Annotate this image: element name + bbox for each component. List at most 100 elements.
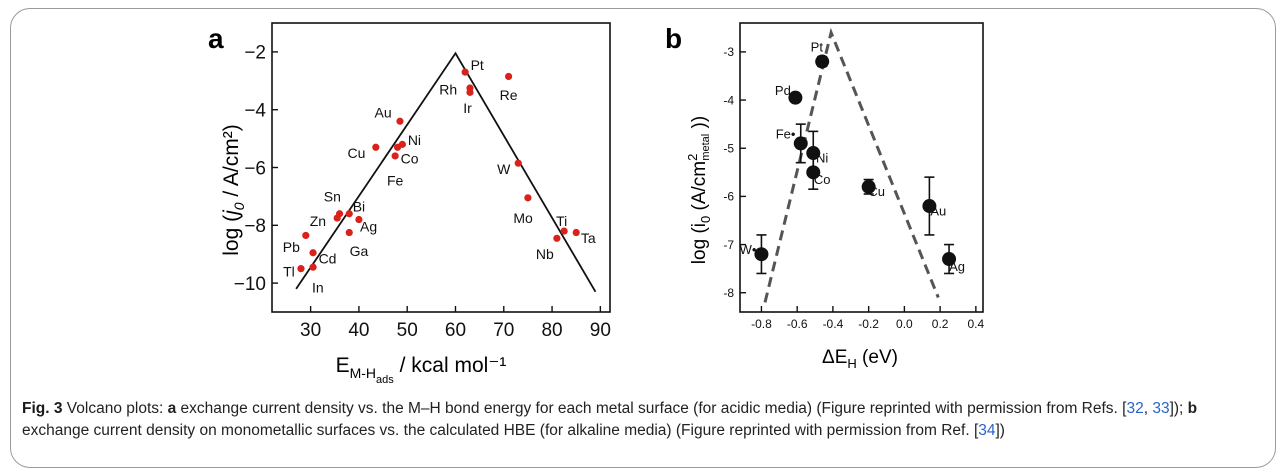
point-label: Au	[930, 203, 946, 218]
data-point	[922, 199, 937, 214]
data-point	[754, 247, 769, 262]
x-tick-label: -0.4	[823, 317, 844, 331]
point-label: Mo	[513, 210, 533, 226]
data-point	[309, 249, 317, 257]
panel-a-y-axis-label: log (j0 / A/cm²)	[220, 124, 247, 256]
caption-text-6: ])	[995, 422, 1005, 439]
caption-text-2: exchange current density vs. the M–H bon…	[176, 400, 1127, 417]
x-tick-label: 0.4	[968, 317, 985, 331]
point-label: Cd	[319, 250, 337, 266]
caption-panel-b-label: b	[1187, 400, 1198, 417]
point-label: Re	[500, 87, 518, 103]
x-tick-label: -0.6	[787, 317, 808, 331]
x-tick-label: 80	[541, 320, 562, 341]
volcano-trend-line	[763, 27, 940, 303]
data-point	[309, 263, 317, 271]
x-tick-label: -0.2	[858, 317, 879, 331]
caption-ref-link[interactable]: 34	[978, 422, 996, 439]
point-label: Pt	[471, 57, 484, 73]
point-label: Co	[401, 151, 419, 167]
data-point	[560, 227, 568, 235]
point-label: In	[312, 279, 324, 295]
point-label: Ga	[350, 243, 369, 259]
data-point	[333, 214, 341, 222]
data-point	[466, 88, 474, 96]
caption-ref-link[interactable]: 33	[1152, 400, 1170, 417]
data-point	[806, 165, 821, 180]
point-label: Cu	[348, 145, 366, 161]
point-label: Ag	[949, 259, 965, 274]
data-point	[461, 68, 469, 76]
data-point	[815, 54, 830, 69]
point-label: Sn	[324, 188, 341, 204]
x-tick-label: 60	[445, 320, 466, 341]
point-label: W	[497, 161, 511, 177]
panel-a-plot-area	[271, 22, 611, 313]
point-label: Bi	[353, 198, 365, 214]
data-point	[391, 152, 399, 160]
point-label: Au	[374, 104, 391, 120]
panel-b-axes: -0.8 -0.6 -0.4 -0.2 0.0 0.2 0.4 -3 -4 -5 -6 -7 -8	[723, 45, 984, 331]
y-tick-label: −2	[244, 43, 266, 64]
data-point	[345, 210, 353, 218]
panel-b-plot-area	[739, 22, 984, 313]
point-label: Nb	[536, 246, 554, 262]
figure-svg: a 30 40 50 60 70 80 90 −2 −4 −6 −8 −10 Pt Rh Ir Re Au Ni…	[208, 22, 985, 386]
point-label: Ag	[360, 219, 377, 235]
y-tick-label: -6	[723, 190, 734, 204]
point-label: W•	[740, 242, 757, 257]
y-tick-label: -7	[723, 238, 734, 252]
caption-figure-label: Fig. 3	[22, 400, 63, 417]
data-point	[942, 252, 957, 267]
x-tick-label: 70	[493, 320, 514, 341]
y-tick-label: −4	[244, 101, 266, 122]
caption-text-5: exchange current density on monometallic…	[22, 422, 979, 439]
data-point	[553, 234, 561, 242]
point-label: Fe•	[776, 126, 796, 141]
panel-b: b -0.8 -0.6 -0.4 -0.2 0.0 0.2 0.4-3-4-5-6-7-8 …	[665, 22, 985, 371]
panel-a: a 30 40 50 60 70 80 90 −2 −4 −6 −8 −10 Pt Rh Ir Re Au Ni…	[208, 22, 611, 386]
point-label: Pb	[283, 239, 300, 255]
x-tick-label: 0.2	[932, 317, 949, 331]
caption-text-3: ,	[1143, 400, 1153, 417]
y-tick-label: −6	[244, 158, 266, 179]
x-tick-label: 30	[300, 320, 321, 341]
panel-b-y-axis-label: log (i0 (A/cm2metal ))	[685, 116, 713, 264]
data-point	[355, 215, 363, 224]
panel-a-points: Pt Rh Ir Re Au Ni Co Cu Fe W Sn Bi Zn Ag Mo Ga Pb Cd Ti Ta N…	[283, 57, 596, 296]
x-tick-label: 90	[590, 320, 611, 341]
data-point	[861, 179, 876, 194]
data-point	[524, 194, 532, 202]
point-label: Cu	[868, 184, 885, 199]
panel-b-volcano-line	[763, 27, 940, 303]
caption-ref-link[interactable]: 32	[1126, 400, 1144, 417]
panel-a-axes: 30 40 50 60 70 80 90 −2 −4 −6 −8 −10	[234, 43, 611, 341]
data-point	[788, 90, 803, 105]
data-point	[793, 136, 808, 151]
data-point	[297, 265, 305, 273]
point-label: Ni	[408, 132, 421, 148]
point-label: Fe	[387, 172, 404, 188]
panel-a-x-axis-label: EM-Hads / kcal mol⁻¹	[336, 354, 507, 386]
point-label: Pt	[811, 40, 824, 55]
panel-b-x-axis-label: ΔEH (eV)	[822, 347, 898, 371]
data-point	[345, 228, 353, 237]
x-tick-label: 40	[348, 320, 369, 341]
figure-caption: Fig. 3 Volcano plots: a exchange current…	[22, 398, 1262, 442]
point-label: Tl	[283, 263, 295, 279]
y-tick-label: −10	[234, 274, 266, 295]
point-label: Pd	[775, 83, 791, 98]
data-point	[372, 143, 380, 151]
x-tick-label: -0.8	[751, 317, 772, 331]
point-label: Co	[814, 172, 831, 187]
caption-text-1: Volcano plots:	[62, 400, 168, 417]
point-label: Ni	[816, 150, 828, 165]
y-tick-label: -5	[723, 142, 734, 156]
point-label: Ir	[463, 100, 472, 116]
point-label: Zn	[310, 213, 326, 229]
caption-panel-a-label: a	[167, 400, 177, 417]
y-tick-label: −8	[244, 216, 266, 237]
point-label: Rh	[439, 81, 457, 97]
y-tick-label: -4	[723, 93, 734, 107]
data-point	[572, 228, 580, 237]
